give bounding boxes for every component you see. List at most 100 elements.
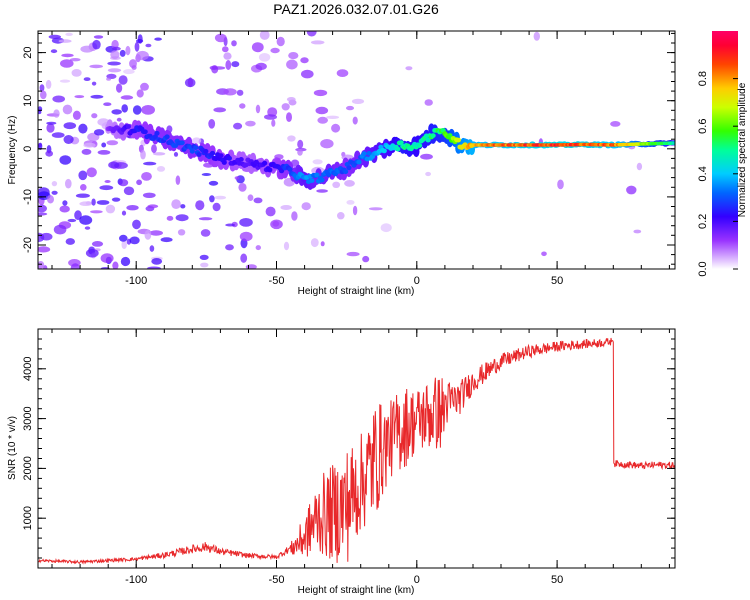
spectrogram-noise-patch bbox=[65, 178, 72, 189]
spectrogram-noise-patch bbox=[175, 214, 189, 222]
spectrogram-noise-patch bbox=[320, 241, 325, 247]
spectrogram-noise-patch bbox=[310, 238, 319, 248]
spectrogram-noise-patch bbox=[96, 200, 110, 205]
spectrogram-ridge-core bbox=[395, 146, 401, 152]
spectrogram-noise-patch bbox=[101, 142, 107, 148]
spectrogram-noise-patch bbox=[123, 186, 135, 196]
spectrogram-noise-patch bbox=[144, 230, 152, 240]
spectrogram-noise-patch bbox=[136, 50, 149, 61]
spectrogram-noise-patch bbox=[272, 220, 280, 227]
spectrogram-noise-patch bbox=[90, 94, 104, 99]
colorbar-ticks: 0.0 0.2 0.4 0.6 0.8 bbox=[697, 71, 738, 277]
spectrogram-ridge-core bbox=[361, 151, 367, 157]
spectrogram-y-label: Frequency (Hz) bbox=[7, 116, 18, 185]
spectrogram-noise-patch bbox=[151, 144, 157, 154]
spectrogram-noise-patch bbox=[346, 251, 360, 257]
spectrogram-noise-patch bbox=[107, 61, 121, 66]
spectrogram-noise-patch bbox=[233, 122, 243, 130]
spectrogram-x-ticks: -100 -50 0 50 bbox=[51, 31, 670, 287]
spectrogram-noise-patch bbox=[251, 42, 264, 53]
spectrogram-noise-patch bbox=[231, 61, 240, 68]
spectrogram-noise-patch bbox=[91, 113, 98, 119]
spectrogram-noise-patch bbox=[344, 180, 355, 187]
spectrogram-noise-patch bbox=[405, 66, 413, 71]
spectrogram-noise-patch bbox=[63, 122, 77, 130]
colorbar-gradient bbox=[712, 31, 738, 269]
spectrogram-noise-patch bbox=[297, 139, 304, 149]
spectrogram-ridge-core bbox=[417, 143, 423, 149]
spectrogram-noise-patch bbox=[234, 176, 240, 180]
spectrogram-noise-patch bbox=[211, 65, 219, 74]
spectrogram-ridge-core bbox=[193, 145, 199, 151]
spectrogram-noise-patch bbox=[121, 240, 127, 250]
spectrogram-noise-patch bbox=[65, 32, 73, 37]
spectrogram-noise-patch bbox=[53, 109, 60, 118]
spectrogram-noise-patch bbox=[255, 245, 261, 251]
spectrogram-noise-patch bbox=[152, 152, 166, 156]
spectrogram-noise-patch bbox=[50, 49, 58, 54]
spectrogram-ridge-core bbox=[425, 137, 431, 143]
spectrogram-noise-patch bbox=[106, 140, 119, 146]
spectrogram-noise-patch bbox=[288, 52, 299, 60]
spectrogram-noise-patch bbox=[85, 248, 99, 258]
spectrogram-x-tick-label: -50 bbox=[269, 275, 285, 287]
snr-y-ticks: 1000 2000 3000 4000 bbox=[22, 328, 675, 569]
spectrogram-noise-patch bbox=[264, 114, 277, 120]
spectrogram-noise-patch bbox=[108, 161, 120, 169]
spectrogram-noise-patch bbox=[116, 117, 122, 122]
spectrogram-noise-patch bbox=[346, 200, 355, 205]
spectrogram-noise-patch bbox=[91, 198, 96, 206]
spectrogram-noise-patch bbox=[336, 69, 349, 77]
spectrogram-ridge-core bbox=[189, 148, 195, 154]
spectrogram-noise-patch bbox=[97, 150, 111, 155]
spectrogram-noise-patch bbox=[362, 255, 370, 263]
spectrogram-noise-patch bbox=[222, 46, 229, 53]
spectrogram-noise-patch bbox=[105, 204, 116, 214]
spectrogram-noise-patch bbox=[286, 97, 296, 102]
colorbar-label: Normalized spectral amplitude bbox=[737, 82, 748, 217]
spectrogram-noise-patch bbox=[46, 123, 55, 133]
spectrogram-noise-patch bbox=[316, 189, 328, 193]
spectrogram-noise-patch bbox=[245, 120, 256, 127]
colorbar-tick-label: 0.8 bbox=[697, 71, 709, 86]
spectrogram-noise-patch bbox=[52, 95, 65, 103]
spectrogram-y-tick-label: -10 bbox=[22, 189, 34, 205]
spectrogram-y-tick-label: 10 bbox=[22, 95, 34, 107]
spectrogram-noise-patch bbox=[84, 226, 91, 230]
spectrogram-noise-patch bbox=[58, 39, 72, 43]
spectrogram-noise-patch bbox=[368, 207, 383, 211]
spectrogram-noise-patch bbox=[83, 77, 91, 81]
snr-x-tick-label: -100 bbox=[125, 574, 147, 586]
spectrogram-noise-patch bbox=[59, 155, 72, 165]
spectrogram-ridge-core bbox=[179, 140, 185, 146]
colorbar: 0.0 0.2 0.4 0.6 0.8 Normalized spectral ampl… bbox=[697, 31, 748, 277]
spectrogram-noise-patch bbox=[83, 142, 96, 148]
spectrogram-noise-patch bbox=[297, 148, 303, 156]
spectrogram-noise-patch bbox=[140, 82, 149, 91]
spectrogram-noise-patch bbox=[63, 135, 74, 144]
spectrogram-noise-patch bbox=[136, 179, 143, 186]
spectrogram-noise-patch bbox=[118, 179, 129, 187]
spectrogram-noise-patch bbox=[636, 162, 643, 171]
spectrogram-ridge-core bbox=[366, 151, 372, 156]
spectrogram-noise-patch bbox=[93, 35, 104, 39]
spectrogram-noise-patch bbox=[100, 253, 114, 264]
spectrogram-noise-patch bbox=[533, 31, 540, 41]
spectrogram-ridge-core bbox=[262, 160, 268, 166]
spectrogram-noise-patch bbox=[352, 205, 358, 216]
spectrogram-noise-patch bbox=[92, 39, 101, 50]
spectrogram-y-ticks: -20 -10 0 10 20 bbox=[22, 32, 675, 265]
spectrogram-noise-patch bbox=[259, 31, 270, 40]
spectrogram-y-tick-label: 20 bbox=[22, 46, 34, 58]
spectrogram-noise-patch bbox=[177, 229, 186, 236]
spectrogram-ridge-core bbox=[142, 129, 148, 135]
page-title: PAZ1.2026.032.07.01.G26 bbox=[273, 1, 439, 17]
spectrogram-noise-patch bbox=[300, 57, 309, 64]
spectrogram-noise-patch bbox=[111, 109, 122, 115]
spectrogram-noise-patch bbox=[51, 190, 58, 195]
spectrogram-noise-patch bbox=[160, 237, 173, 243]
spectrogram-noise-patch bbox=[91, 81, 97, 86]
spectrogram-noise-patch bbox=[326, 115, 340, 120]
spectrogram-ridge-core bbox=[430, 133, 436, 139]
